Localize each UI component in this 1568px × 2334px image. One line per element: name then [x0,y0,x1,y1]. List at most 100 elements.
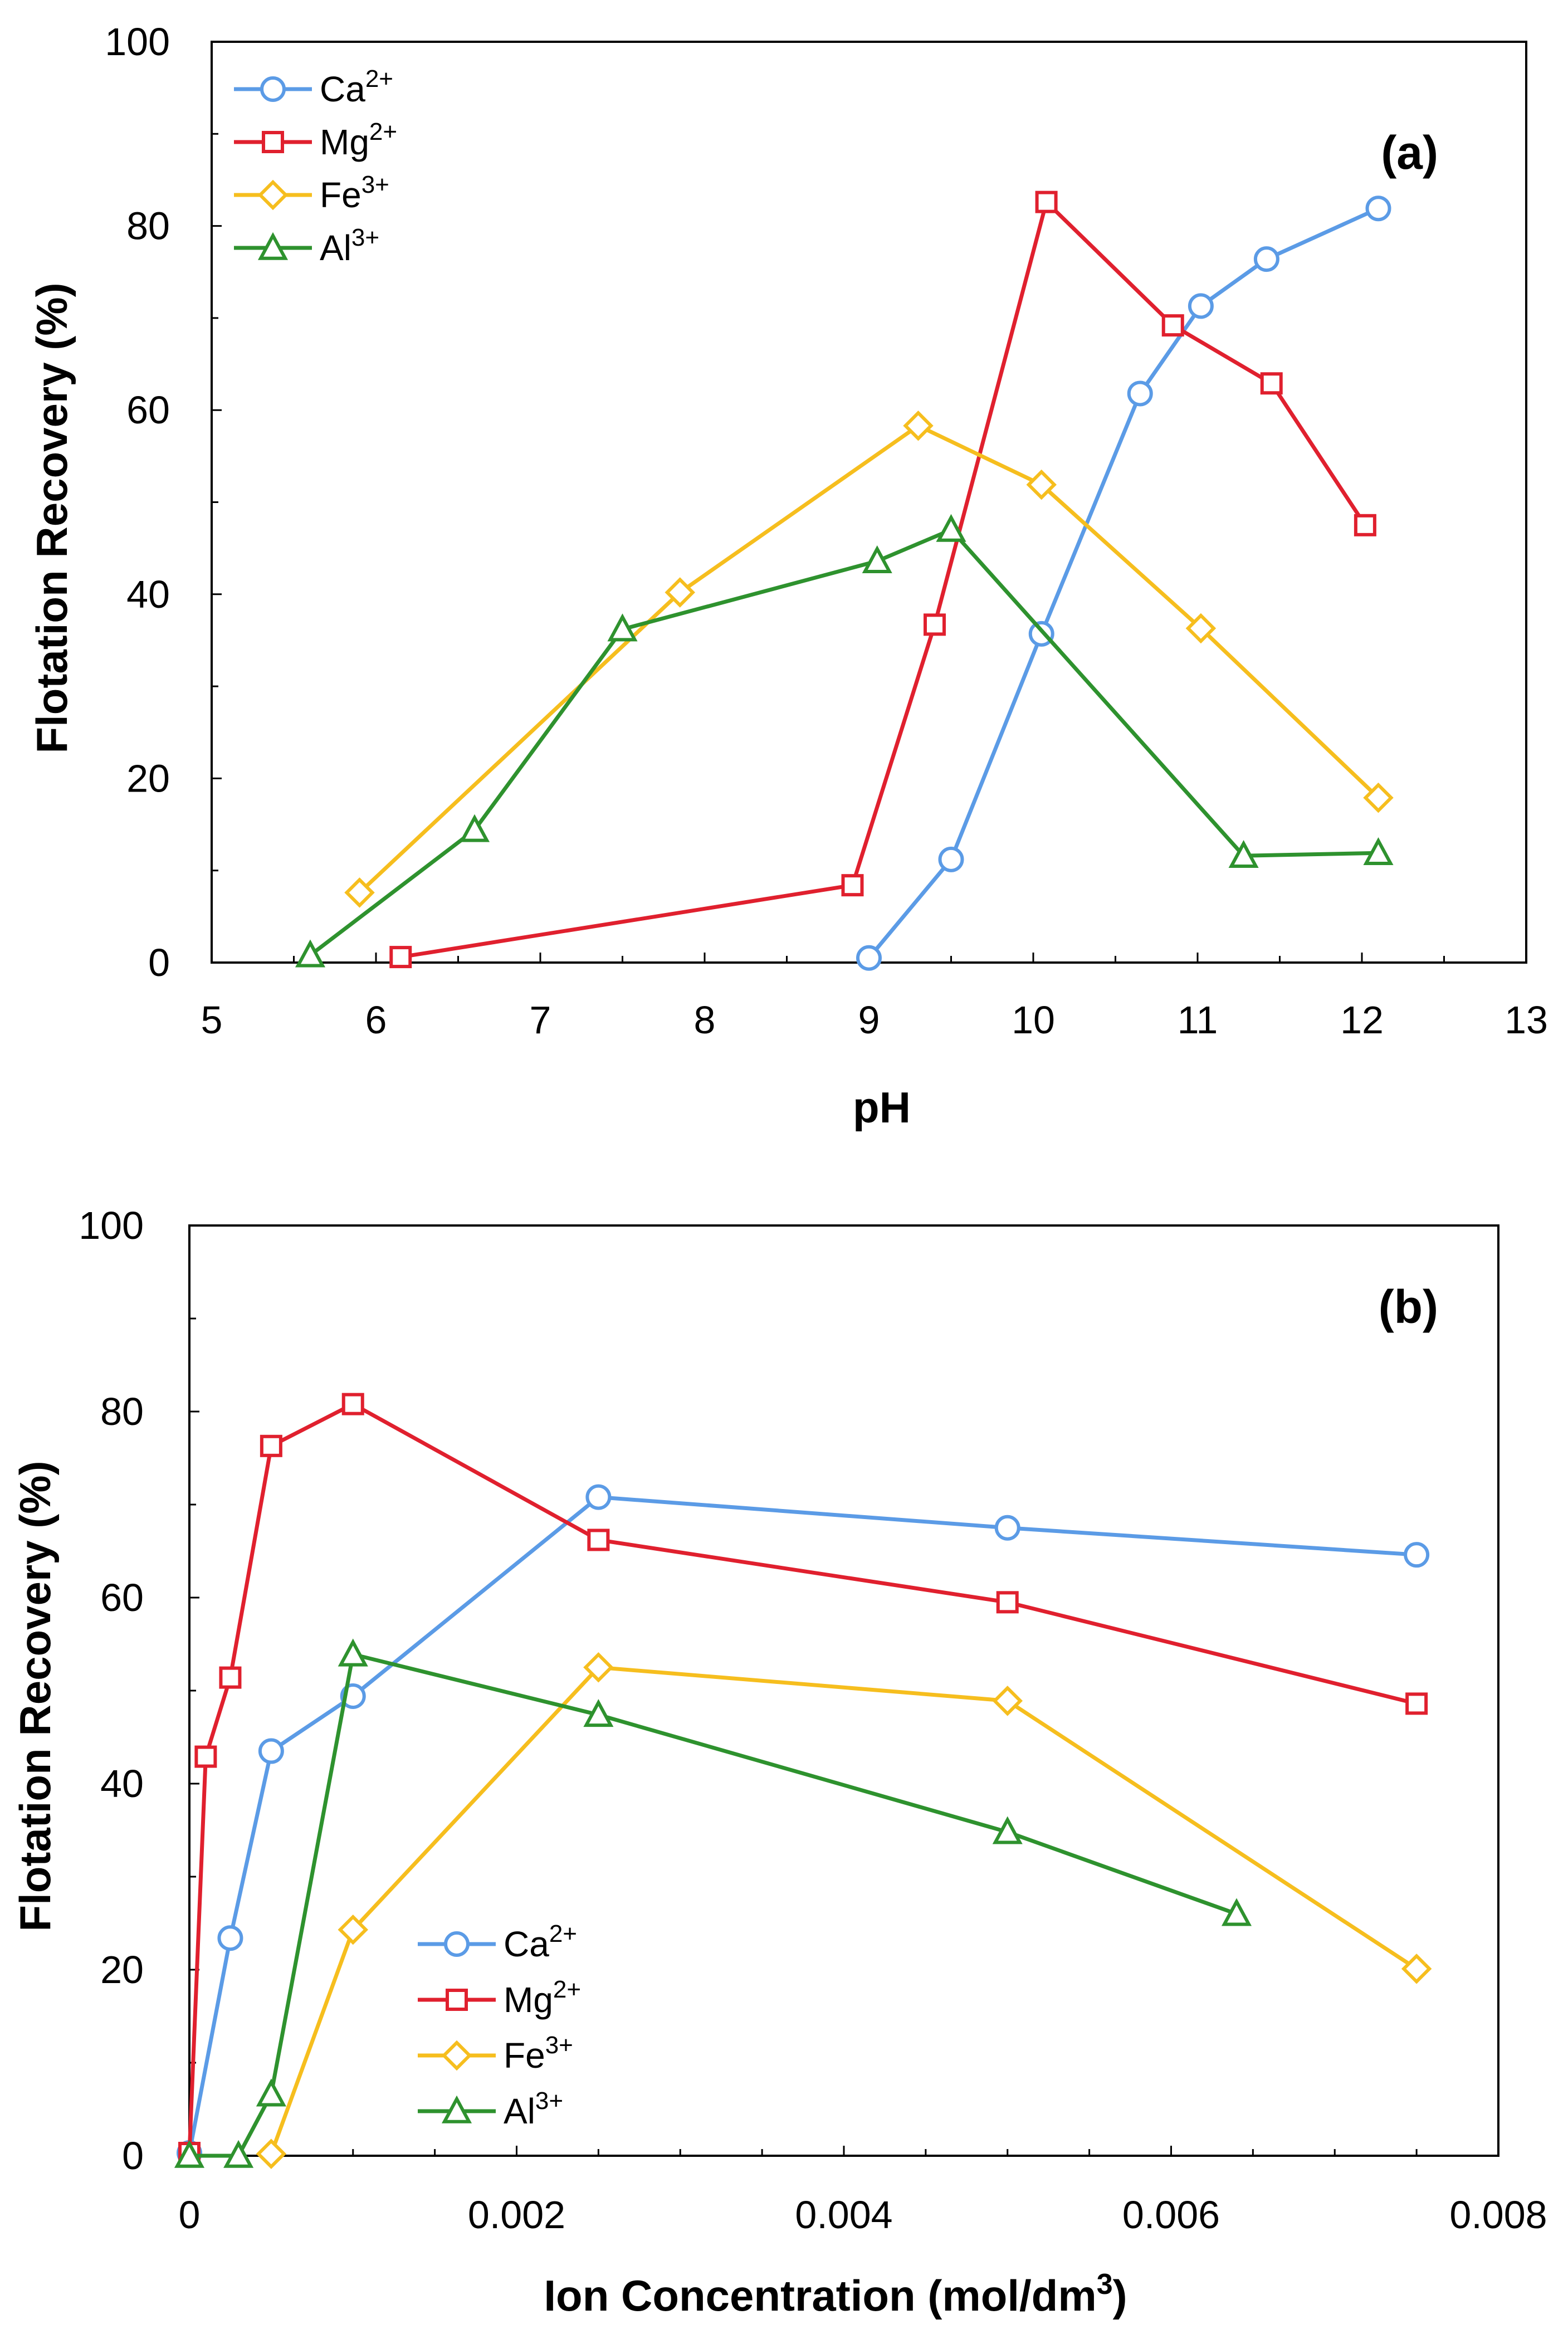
panel-a-data-point-mg [1035,191,1058,213]
panel-a-x-tick-label: 9 [858,998,880,1042]
panel-b-x-tick-label: 0.008 [1449,2193,1547,2237]
panel-a-data-point-ca [1253,246,1279,272]
panel-a-data-point-mg [1161,314,1184,337]
panel-a-series-al [295,514,1394,968]
legend-ion-charge: 3+ [545,2032,573,2059]
panel-a-data-point-al [1228,839,1259,868]
panel-b-data-point-ca [585,1484,612,1510]
panel-a-x-tick-label: 8 [694,998,716,1042]
panel-b-data-point-al [992,1816,1023,1844]
panel-a-data-point-mg [389,946,412,969]
panel-a-legend-label-mg: Mg2+ [320,118,397,162]
panel-a-legend-label-ca: Ca2+ [320,65,393,109]
legend-ion-charge: 2+ [369,118,397,145]
panel-a-legend-marker-mg [262,131,284,153]
panel-a-legend-label-al: Al3+ [320,224,379,268]
panel-a-legend: Ca2+Mg2+Fe3+Al3+ [234,65,397,268]
panel-b-x-tick-label: 0.002 [468,2193,565,2237]
panel-a-data-point-mg [1260,372,1283,395]
panel-a-data-point-fe [1363,782,1394,813]
panel-a-x-tick-label: 6 [365,998,387,1042]
panel-b-data-point-mg [341,1393,364,1415]
panel-a-data-point-mg [924,613,946,636]
panel-a-legend-marker-fe [257,179,289,211]
panel-a-data-point-mg [841,874,864,897]
panel-a-series-fe [344,411,1394,908]
panel-a-legend-item-mg: Mg2+ [234,118,397,162]
panel-b-data-point-fe [1401,1954,1432,1984]
panel-a-x-tick-label: 12 [1340,998,1384,1042]
panel-b-legend-marker-ca [444,1931,470,1957]
panel-b-data-point-al [338,1638,368,1667]
panel-a-legend-item-al: Al3+ [234,224,379,268]
panel-b-data-point-mg [260,1434,282,1457]
panel-b-legend-item-mg: Mg2+ [418,1976,581,2020]
panel-a-data-point-al [459,814,490,842]
panel-b-legend-item-fe: Fe3+ [418,2032,573,2076]
panel-b-data-point-al [174,2140,205,2168]
panel-b-data-point-fe [338,1914,368,1945]
panel-a-data-point-ca [856,945,882,971]
panel-a-data-point-ca [938,846,964,872]
chart-panel-b: (b) Ion Concentration (mol/dm3) Flotatio… [11,1204,1547,2320]
panel-b-data-point-al [583,1699,614,1727]
panel-a-data-point-al [936,514,966,542]
panel-b-series-line-mg [187,1402,1417,2154]
panel-b-x-tick-label: 0 [179,2193,201,2237]
panel-a-y-tick-label: 100 [105,20,170,64]
panel-a-x-tick-label: 11 [1178,998,1218,1042]
panel-a-legend-label-fe: Fe3+ [320,171,389,215]
panel-a-series-mg [389,191,1376,969]
panel-a-legend-item-fe: Fe3+ [234,171,389,215]
panel-b-label: (b) [1379,1281,1438,1333]
panel-a-data-point-ca [1188,293,1214,319]
legend-ion-name: Al [504,2091,535,2131]
panel-a-x-tick-label: 13 [1505,998,1548,1042]
legend-ion-name: Ca [320,69,365,109]
panel-a-series-line-fe [358,423,1380,894]
panel-a-x-tick-label: 5 [201,998,223,1042]
panel-a-y-tick-label: 60 [126,388,170,432]
panel-b-series-fe [256,1652,1432,2169]
panel-b-legend-marker-fe [441,2040,472,2071]
panel-b-x-tick-label: 0.004 [795,2193,892,2237]
panel-a-y-tick-label: 40 [126,573,170,616]
panel-a-data-point-al [1363,837,1394,865]
panel-b-y-tick-label: 0 [122,2134,144,2177]
panel-b-data-point-mg [996,1591,1019,1614]
panel-b-legend-marker-al [441,2095,472,2123]
panel-b-data-point-fe [583,1652,614,1683]
panel-a-data-point-fe [1185,613,1217,644]
panel-b-legend-item-al: Al3+ [418,2087,563,2131]
legend-ion-charge: 3+ [535,2087,563,2115]
panel-a-data-point-al [862,545,892,573]
panel-a-data-point-fe [665,577,695,608]
panel-a-x-axis-title: pH [853,1083,911,1132]
legend-ion-charge: 2+ [365,65,393,92]
panel-b-x-axis-title: Ion Concentration (mol/dm3) [544,2268,1127,2320]
panel-a-data-point-ca [1365,196,1391,222]
panel-b-legend-item-ca: Ca2+ [418,1920,577,1964]
panel-a-legend-marker-al [257,232,289,260]
panel-b-legend: Ca2+Mg2+Fe3+Al3+ [418,1920,581,2131]
panel-a-y-tick-label: 20 [126,756,170,800]
panel-a-data-point-al [607,613,638,642]
panel-a-data-point-ca [1127,380,1153,407]
panel-b-y-tick-label: 60 [100,1576,144,1619]
panel-b-y-tick-label: 100 [79,1204,144,1247]
panel-b-data-point-mg [587,1529,610,1551]
panel-b-x-axis-title-main: Ion Concentration (mol/dm [544,2271,1096,2320]
panel-b-data-point-al [1221,1898,1252,1926]
panel-a-data-point-fe [903,411,934,441]
panel-b-x-tick-label: 0.006 [1122,2193,1220,2237]
panel-b-legend-label-ca: Ca2+ [504,1920,577,1964]
panel-b-x-axis-title-end: ) [1113,2271,1127,2320]
panel-b-y-tick-label: 20 [100,1948,144,1991]
panel-b-series-al [174,1638,1252,2168]
chart-panel-a: (a) pH Flotation Recovery (%) 0 20 40 60 80 1… [27,20,1548,1132]
panel-b-legend-label-mg: Mg2+ [504,1976,581,2020]
legend-ion-name: Fe [504,2035,545,2076]
panel-b-y-axis-title: Flotation Recovery (%) [11,1461,60,1931]
panel-a-data-point-fe [1026,469,1057,500]
